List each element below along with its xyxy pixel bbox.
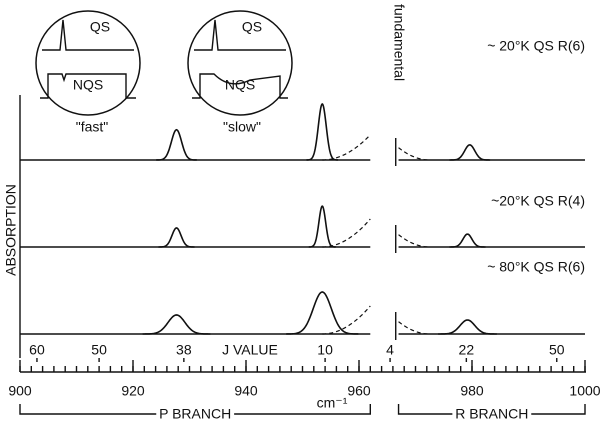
wing: [398, 234, 430, 248]
inset-label: QS: [242, 19, 262, 35]
branch-label: P BRANCH: [159, 406, 231, 422]
x-tick-label: 940: [234, 383, 258, 399]
y-axis-label: ABSORPTION: [3, 184, 19, 276]
fundamental-label: fundamental: [391, 4, 407, 81]
x-tick-label: 920: [121, 383, 145, 399]
peak: [306, 103, 339, 161]
peak: [438, 319, 497, 335]
inset-label: NQS: [225, 77, 255, 93]
peak: [142, 314, 211, 335]
wing: [322, 218, 371, 248]
wing: [322, 134, 371, 161]
x-tick-label: 900: [8, 383, 32, 399]
inset-label: NQS: [73, 77, 103, 93]
x-tick-label: 960: [347, 383, 371, 399]
j-tick-label: 38: [176, 342, 192, 358]
j-tick-label: 60: [29, 342, 45, 358]
panel-label: ~ 20°K QS R(6): [487, 38, 585, 54]
wing: [322, 305, 371, 335]
wing: [398, 321, 430, 335]
x-tick-label: 1000: [569, 383, 600, 399]
j-tick-label: 4: [386, 342, 394, 358]
j-tick-label: 22: [459, 342, 475, 358]
inset: [35, 10, 293, 116]
peak: [449, 233, 486, 248]
panel-label: ~ 80°K QS R(6): [487, 259, 585, 275]
peak: [158, 227, 195, 248]
branch-bracket: [19, 404, 371, 415]
branch-bracket: [397, 404, 586, 415]
j-axis-label: J VALUE: [222, 342, 278, 358]
inset-label: QS: [90, 19, 110, 35]
peak: [286, 291, 359, 335]
j-tick-label: 50: [549, 342, 565, 358]
inset-caption: "fast": [76, 119, 109, 135]
j-tick-label: 10: [317, 342, 333, 358]
x-tick-label: 980: [460, 383, 484, 399]
j-tick-label: 50: [91, 342, 107, 358]
peak: [449, 144, 491, 161]
peak: [156, 128, 197, 161]
panel-label: ~20°K QS R(4): [491, 193, 585, 209]
wing: [398, 147, 430, 161]
branch-label: R BRANCH: [455, 406, 528, 422]
inset-caption: "slow": [223, 119, 261, 135]
peak: [308, 205, 336, 248]
x-axis-label: cm⁻¹: [317, 395, 348, 411]
